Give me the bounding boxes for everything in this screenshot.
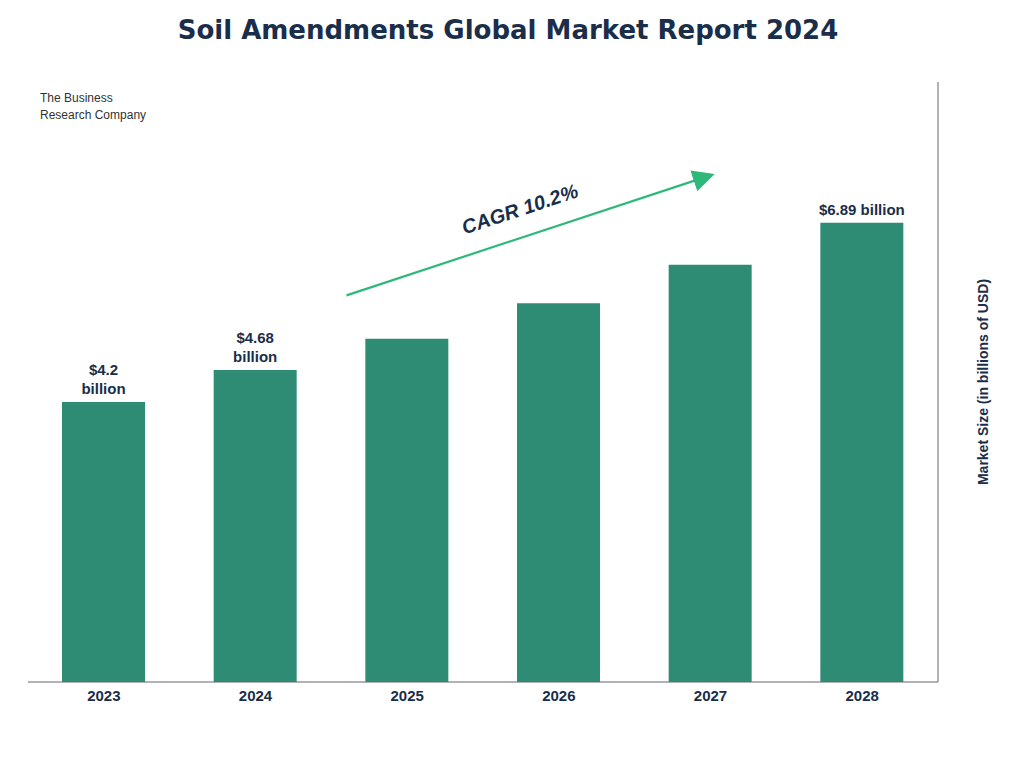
- svg-text:$6.89 billion: $6.89 billion: [819, 201, 905, 218]
- svg-text:2024: 2024: [239, 687, 273, 704]
- html-text:Market Size (in billions of US: Market Size (in billions of USD): [975, 278, 991, 486]
- svg-text:2023: 2023: [87, 687, 120, 704]
- html-text:Soil Amendments Global Market: Soil Amendments Global Market Report 202…: [177, 15, 839, 45]
- svg-text:2027: 2027: [694, 687, 727, 704]
- html-text:The Business Research Company: The Business Research Company: [40, 91, 147, 122]
- svg-text:$4.68billion: $4.68billion: [233, 329, 277, 365]
- svg-text:$4.2billion: $4.2billion: [81, 361, 125, 397]
- svg-text:CAGR 10.2%: CAGR 10.2%: [459, 180, 581, 239]
- svg-text:2025: 2025: [390, 687, 423, 704]
- svg-text:2026: 2026: [542, 687, 575, 704]
- svg-text:2028: 2028: [845, 687, 878, 704]
